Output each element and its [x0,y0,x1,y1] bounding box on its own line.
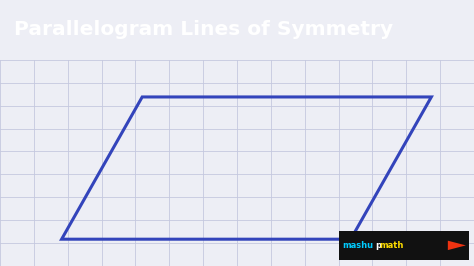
Text: Parallelogram Lines of Symmetry: Parallelogram Lines of Symmetry [14,20,393,39]
Text: p: p [375,241,381,250]
FancyBboxPatch shape [339,231,469,260]
Polygon shape [448,241,466,250]
Text: mashu: mashu [343,241,374,250]
Text: math: math [380,241,404,250]
